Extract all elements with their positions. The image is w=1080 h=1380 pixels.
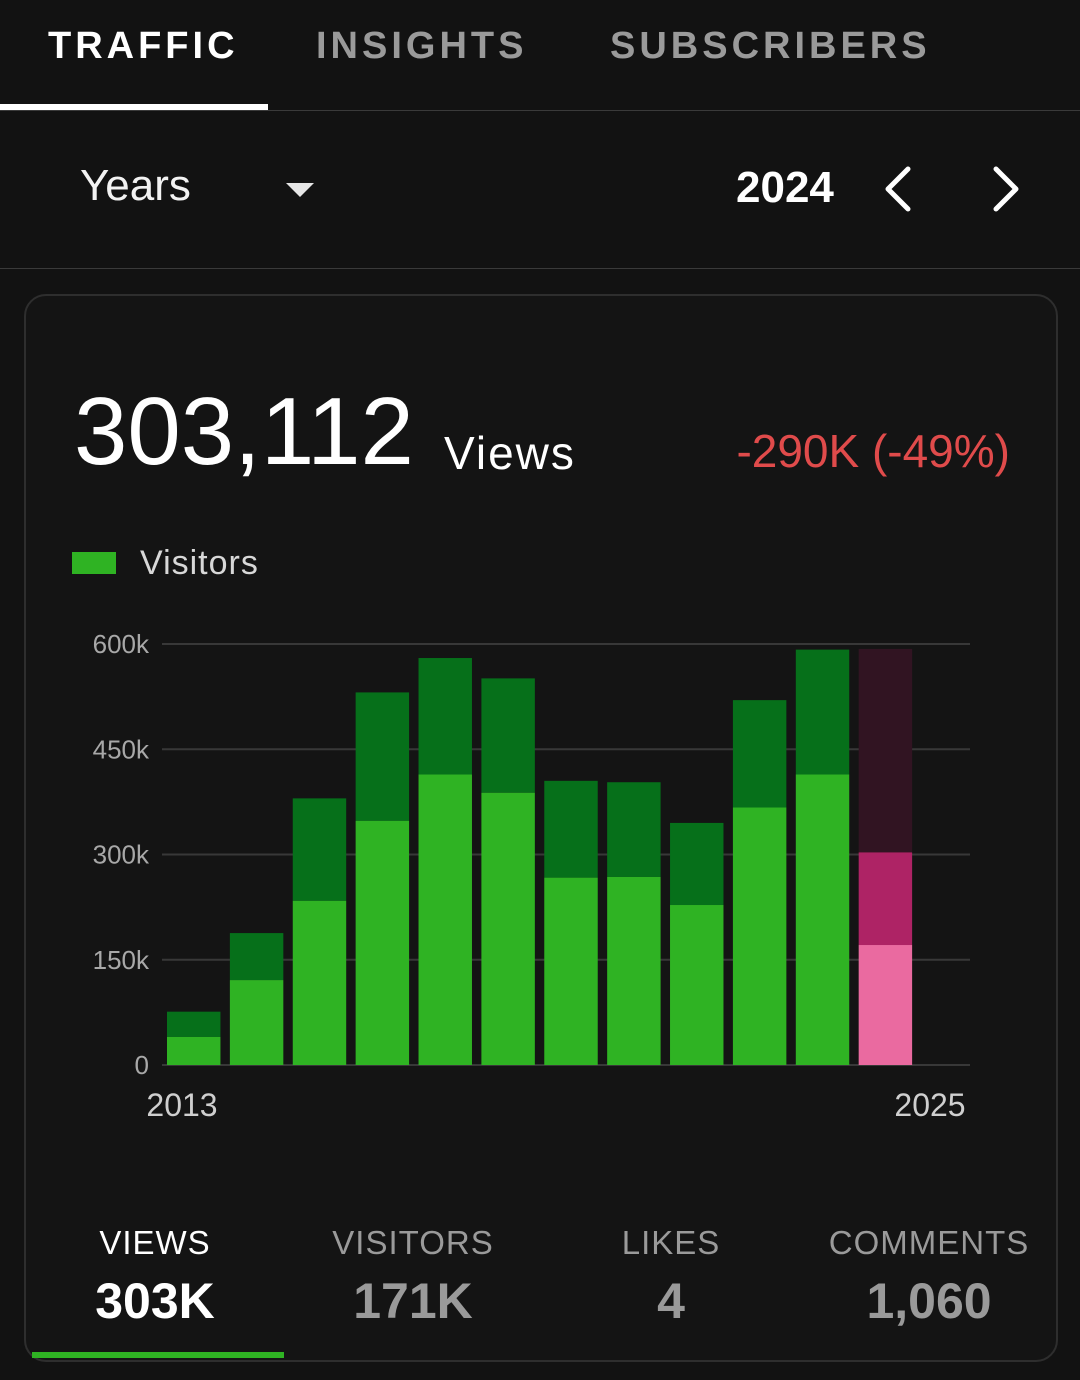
tab-traffic[interactable]: TRAFFIC: [48, 25, 239, 67]
y-tick-label: 300k: [93, 840, 150, 870]
stat-likes-label: LIKES: [621, 1224, 721, 1261]
bar-visitors: [670, 905, 724, 1065]
views-change: -290K (-49%): [736, 425, 1010, 477]
y-tick-label: 150k: [93, 945, 150, 975]
x-tick-label: 2025: [894, 1087, 965, 1123]
bar-visitors: [292, 900, 347, 1065]
stat-views-value: 303K: [95, 1273, 215, 1329]
next-year-button[interactable]: [986, 163, 1026, 215]
stat-likes[interactable]: LIKES 4: [542, 1216, 800, 1360]
active-tab-indicator: [0, 104, 268, 110]
previous-year-button[interactable]: [880, 163, 920, 215]
y-tick-label: 450k: [93, 734, 150, 764]
tab-insights[interactable]: INSIGHTS: [316, 25, 528, 67]
x-tick-label: 2013: [146, 1087, 217, 1123]
traffic-card: 303,112 Views -290K (-49%) Visitors 600k…: [24, 294, 1058, 1362]
bar-views: [795, 649, 850, 775]
bar-visitors: [858, 945, 913, 1065]
views-bar-chart: 600k 450k 300k 150k 0 2013 2025: [93, 629, 970, 1123]
bar-views: [355, 692, 410, 821]
legend-swatch-visitors: [72, 552, 116, 574]
bar-views: [670, 822, 724, 906]
stat-visitors-value: 171K: [353, 1273, 473, 1329]
stats-row: VIEWS 303K VISITORS 171K LIKES 4 COMMENT…: [26, 1216, 1056, 1360]
bar-visitors: [167, 1036, 221, 1065]
caret-down-icon[interactable]: [286, 183, 314, 197]
total-views-unit: Views: [444, 427, 576, 479]
active-stat-indicator: [32, 1352, 284, 1358]
bar-forecast-remaining: [858, 648, 913, 853]
bar-views: [544, 780, 598, 878]
year-label: 2024: [736, 163, 834, 212]
stat-comments-label: COMMENTS: [828, 1224, 1030, 1261]
tab-subscribers[interactable]: SUBSCRIBERS: [610, 25, 931, 67]
stat-views-label: VIEWS: [99, 1224, 211, 1261]
stat-comments[interactable]: COMMENTS 1,060: [800, 1216, 1058, 1360]
bar-views: [481, 678, 535, 793]
period-select[interactable]: Years: [80, 161, 191, 210]
bar-views: [607, 782, 661, 877]
bar-views: [418, 658, 472, 775]
y-tick-label: 600k: [93, 629, 150, 659]
stat-views[interactable]: VIEWS 303K: [26, 1216, 284, 1360]
bar-visitors: [481, 792, 535, 1065]
chevron-left-icon: [885, 166, 911, 212]
bar-views: [732, 700, 787, 808]
stat-visitors[interactable]: VISITORS 171K: [284, 1216, 542, 1360]
stat-likes-value: 4: [657, 1273, 685, 1329]
legend-label-visitors: Visitors: [140, 544, 259, 582]
stat-comments-value: 1,060: [866, 1273, 992, 1329]
bar-visitors: [607, 876, 661, 1065]
bar-visitors: [355, 820, 410, 1065]
tab-bar: TRAFFIC INSIGHTS SUBSCRIBERS: [0, 0, 1080, 111]
period-toolbar: Years 2024: [0, 111, 1080, 269]
chevron-right-icon: [993, 166, 1019, 212]
bar-visitors: [732, 807, 787, 1065]
bar-views: [229, 933, 284, 981]
bar-views: [858, 852, 913, 946]
bar-visitors: [418, 774, 472, 1065]
bar-visitors: [229, 980, 284, 1065]
bar-views: [292, 798, 347, 901]
bar-visitors: [544, 877, 598, 1065]
stat-visitors-label: VISITORS: [332, 1224, 494, 1261]
bar-visitors: [795, 774, 850, 1065]
bar-views: [167, 1011, 221, 1037]
total-views-value: 303,112: [74, 378, 414, 485]
y-tick-label: 0: [135, 1050, 149, 1080]
